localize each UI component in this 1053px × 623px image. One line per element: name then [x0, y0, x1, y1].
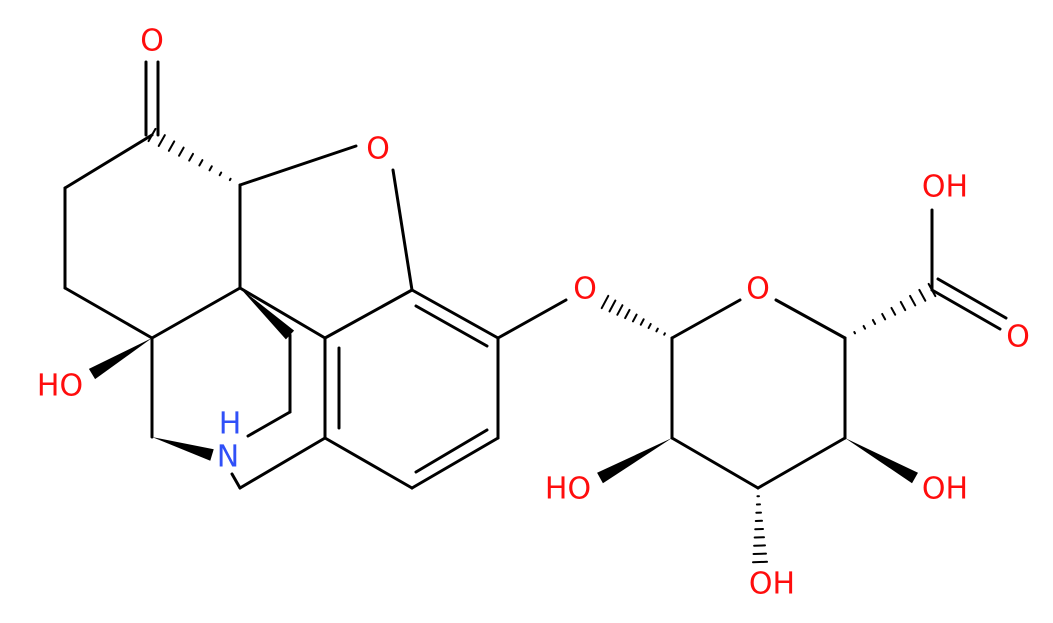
- atom-label: O: [366, 132, 390, 167]
- bond: [246, 410, 292, 438]
- bond: [647, 322, 652, 330]
- bond: [871, 318, 877, 326]
- bond: [927, 282, 937, 298]
- atom-label: HO: [545, 472, 591, 507]
- atom-label: O: [140, 24, 164, 59]
- bond: [238, 144, 358, 187]
- bond: [930, 288, 1002, 331]
- bond: [918, 288, 927, 302]
- bond: [845, 438, 918, 484]
- bond: [218, 171, 223, 177]
- bond: [890, 306, 897, 316]
- bond: [655, 327, 659, 333]
- atom-label: O: [746, 272, 770, 307]
- bond: [853, 330, 857, 335]
- bond: [899, 300, 907, 312]
- bond: [157, 134, 166, 147]
- atom-label: O: [1006, 320, 1030, 355]
- bond: [167, 140, 176, 152]
- bond: [909, 294, 917, 307]
- bond: [663, 332, 666, 336]
- bond: [608, 299, 617, 313]
- bond: [410, 288, 500, 340]
- bond: [670, 298, 742, 340]
- bond: [188, 152, 195, 162]
- bond: [391, 168, 414, 292]
- bond: [63, 133, 154, 190]
- bond: [774, 298, 847, 340]
- bond: [414, 428, 489, 474]
- bond: [600, 294, 610, 310]
- bonds: [63, 60, 1008, 564]
- bond: [150, 286, 242, 340]
- atom-label: O: [573, 272, 597, 307]
- bond: [230, 472, 242, 490]
- bond: [616, 304, 624, 316]
- bond: [198, 159, 204, 167]
- bond: [240, 288, 295, 340]
- bond: [178, 146, 185, 157]
- bond: [631, 313, 638, 323]
- atom-label: OH: [922, 472, 968, 507]
- bond: [597, 438, 672, 484]
- bond: [410, 436, 500, 490]
- atom-label: OH: [922, 170, 968, 205]
- bond: [624, 308, 631, 320]
- bond: [323, 288, 414, 340]
- bond: [670, 436, 760, 490]
- bond: [639, 318, 645, 326]
- bond: [936, 277, 1008, 320]
- bond: [147, 127, 157, 143]
- atom-label: N: [217, 440, 239, 475]
- bond: [323, 436, 414, 490]
- bond: [208, 165, 213, 172]
- atom-label: OH: [749, 567, 795, 602]
- bond: [228, 177, 232, 182]
- bond: [238, 286, 327, 340]
- bond: [63, 286, 154, 340]
- bond: [88, 338, 152, 380]
- bond: [152, 437, 214, 461]
- atom-label: HO: [37, 369, 83, 404]
- bond: [862, 324, 867, 330]
- bond: [414, 304, 489, 348]
- bond: [496, 298, 568, 340]
- atom-label: H: [219, 407, 242, 442]
- bond: [756, 436, 847, 490]
- bond: [238, 436, 327, 490]
- bond: [881, 312, 887, 321]
